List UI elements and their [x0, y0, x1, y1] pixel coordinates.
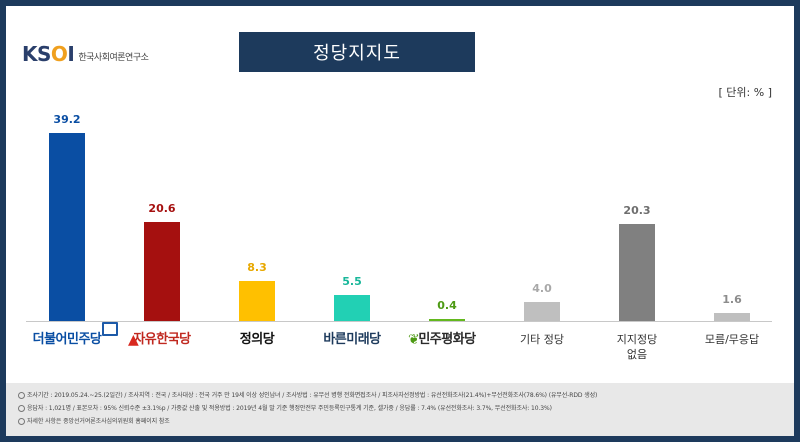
value-label-4: 5.5 — [342, 274, 362, 288]
bar-5 — [429, 319, 465, 321]
value-label-8: 1.6 — [722, 293, 742, 307]
report-card: KSOI 한국사회여론연구소 정당지지도 [ 단위: % ] 39.2 더불어민주… — [6, 6, 794, 436]
logo-org-name: 한국사회여론연구소 — [78, 53, 149, 63]
category-label-2: 자유한국당 — [133, 332, 191, 347]
torch-icon: ▲ — [128, 332, 139, 348]
page-title: 정당지지도 — [239, 32, 475, 72]
category-label-6: 기타 정당 — [520, 333, 564, 346]
value-label-5: 0.4 — [437, 299, 457, 312]
bar-4 — [334, 294, 370, 321]
bar-1 — [49, 132, 85, 321]
bar-8 — [714, 313, 750, 321]
category-label-1: 더불어민주당 — [32, 332, 102, 347]
bullet-icon — [18, 418, 25, 425]
bar-3 — [239, 281, 275, 321]
bar-chart: 39.2 더불어민주당 20.6 자유한국당 8.3 정의당 5.5 바른미래당 0.4 민주평화… — [6, 6, 794, 386]
survey-note-3: 자세한 사항은 중앙선거여론조사심의위원회 홈페이지 참조 — [18, 416, 170, 425]
category-label-5: 민주평화당 — [418, 332, 476, 347]
leaf-icon: ❦ — [408, 332, 420, 348]
category-label-3: 정의당 — [239, 332, 275, 347]
category-label-8: 모름/무응답 — [704, 333, 760, 346]
value-label-7: 20.3 — [623, 203, 651, 217]
bullet-icon — [18, 392, 25, 399]
bar-7 — [619, 223, 655, 321]
survey-note-1: 조사기간 : 2019.05.24.~25.(2일간) / 조사지역 : 전국 … — [18, 390, 597, 399]
bullet-icon — [18, 405, 25, 412]
unit-label: [ 단위: % ] — [718, 86, 772, 99]
category-label-4: 바른미래당 — [323, 332, 381, 347]
flag-icon — [102, 322, 118, 336]
value-label-2: 20.6 — [148, 202, 176, 216]
survey-note-2: 응답자 : 1,021명 / 표본오차 : 95% 신뢰수준 ±3.1%p / … — [18, 403, 552, 412]
bar-6 — [524, 301, 560, 321]
category-label-7: 지지정당 없음 — [616, 333, 658, 361]
logo-mark: KSOI — [22, 42, 75, 66]
bar-2 — [144, 222, 180, 321]
value-label-1: 39.2 — [53, 112, 81, 126]
survey-notes: 조사기간 : 2019.05.24.~25.(2일간) / 조사지역 : 전국 … — [6, 383, 794, 436]
value-label-6: 4.0 — [532, 281, 552, 295]
chart-baseline — [26, 321, 772, 322]
ksoi-logo: KSOI 한국사회여론연구소 — [22, 42, 149, 66]
value-label-3: 8.3 — [247, 261, 267, 275]
